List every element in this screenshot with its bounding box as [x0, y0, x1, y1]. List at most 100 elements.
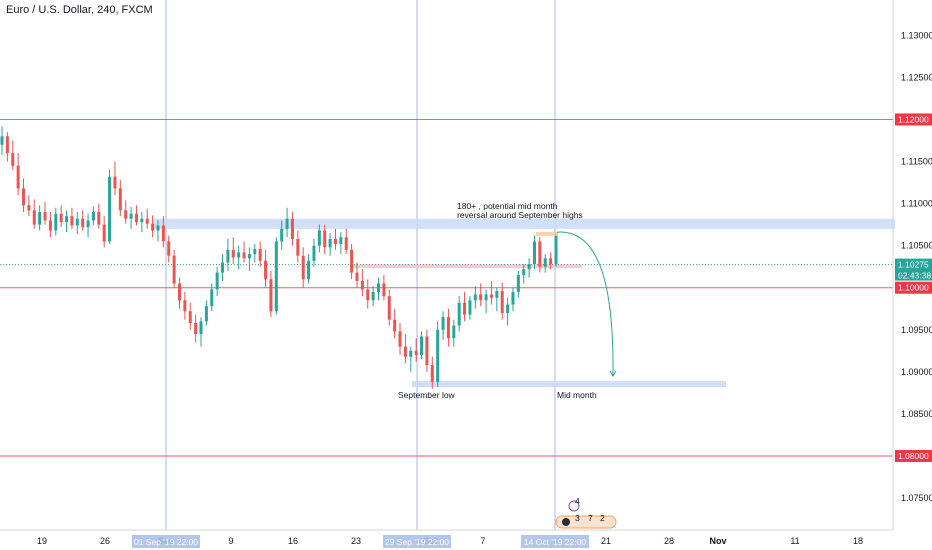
candle-body: [549, 258, 553, 265]
candle-body: [102, 224, 106, 242]
candle-body: [177, 283, 181, 301]
time-marker-badge: [132, 535, 200, 548]
time-tick-label: 26: [100, 536, 110, 546]
price-tick-label: 1.10500: [901, 241, 932, 251]
candle-body: [393, 319, 397, 332]
candle-body: [452, 325, 456, 339]
candle-body: [441, 317, 445, 330]
candle-body: [468, 300, 472, 315]
candle-body: [145, 218, 149, 224]
event-marker-icon: [562, 518, 570, 526]
candle-body: [247, 254, 251, 259]
candle-body: [350, 249, 354, 273]
orange-highlight-box: [536, 231, 558, 236]
candle-body: [333, 238, 337, 244]
current-price-label: 1.10275: [898, 260, 929, 270]
price-level-badge: [895, 281, 932, 294]
candle-body: [151, 223, 155, 231]
candle-body: [436, 329, 440, 382]
candles-layer: [0, 126, 558, 389]
candle-body: [360, 280, 364, 290]
price-tick-label: 1.12500: [901, 72, 932, 82]
candle-body: [129, 213, 133, 219]
candle-body: [199, 321, 203, 334]
candle-body: [554, 235, 558, 265]
time-tick-label: 16: [288, 536, 298, 546]
candle-body: [81, 218, 85, 228]
price-tick-label: 1.11000: [901, 199, 932, 209]
candle-body: [382, 283, 386, 297]
candle-body: [253, 249, 257, 255]
time-marker-badge: [521, 535, 589, 548]
annotation-text: 180+ , potential mid month: [457, 201, 558, 211]
candle-body: [183, 300, 187, 312]
candle-body: [231, 249, 235, 258]
candle-body: [495, 291, 499, 298]
candle-body: [113, 176, 117, 189]
price-level-label: 1.08000: [898, 451, 929, 461]
candle-body: [210, 289, 214, 307]
time-tick-label: 11: [790, 536, 799, 546]
time-tick-label: 18: [853, 536, 863, 546]
candle-body: [140, 218, 144, 223]
time-tick-label: 19: [37, 536, 47, 546]
mid-month-label: Mid month: [557, 390, 597, 400]
candle-body: [32, 210, 36, 225]
candle-body: [296, 238, 300, 256]
candle-body: [301, 255, 305, 280]
candle-body: [280, 228, 284, 242]
candle-body: [204, 306, 208, 322]
candle-body: [290, 218, 294, 239]
candle-body: [38, 212, 42, 225]
price-tick-label: 1.11500: [901, 157, 932, 167]
price-tick-label: 1.08500: [901, 409, 932, 419]
annotation-text: reversal around September highs: [457, 210, 583, 220]
candle-body: [446, 317, 450, 339]
candle-body: [307, 260, 311, 280]
reversal-arrow-head: [609, 370, 617, 378]
candle-body: [54, 213, 58, 231]
candle-body: [317, 230, 321, 246]
candle-body: [156, 225, 160, 231]
chart-title: Euro / U.S. Dollar, 240, FXCM: [6, 4, 153, 16]
price-level-badge: [895, 449, 932, 462]
countdown-label: 02:43:38: [898, 271, 931, 281]
price-tick-label: 1.09500: [901, 325, 932, 335]
candle-body: [215, 272, 219, 290]
candle-body: [22, 188, 26, 206]
candle-body: [194, 323, 198, 334]
candle-body: [398, 331, 402, 347]
candle-body: [387, 296, 391, 320]
candle-body: [414, 350, 418, 356]
event-marker-count: 2: [600, 513, 605, 523]
time-tick-label: Nov: [709, 536, 726, 546]
time-tick-label: 28: [664, 536, 674, 546]
candle-body: [124, 210, 128, 219]
september-low-label: September low: [398, 390, 456, 400]
candle-body: [516, 275, 520, 292]
candle-body: [479, 294, 483, 301]
time-tick-label: 21: [601, 536, 611, 546]
candle-body: [377, 283, 381, 292]
candle-body: [188, 311, 192, 324]
candle-body: [269, 279, 273, 312]
candle-body: [59, 213, 63, 223]
candle-body: [344, 237, 348, 250]
candle-body: [484, 294, 488, 301]
time-tick-label: 23: [351, 536, 361, 546]
candle-body: [48, 220, 52, 231]
event-marker-count: 7: [588, 513, 593, 523]
candle-body: [500, 291, 504, 313]
price-tick-label: 1.09000: [901, 367, 932, 377]
candle-body: [237, 252, 241, 258]
candle-body: [511, 291, 515, 305]
reversal-arrow-path: [556, 231, 614, 377]
candle-body: [457, 302, 461, 326]
event-marker-count: 3: [575, 513, 580, 523]
candle-body: [242, 252, 246, 259]
candle-body: [274, 241, 278, 312]
event-marker-icon: [568, 500, 580, 512]
candle-body: [409, 350, 413, 357]
candle-body: [97, 212, 101, 225]
